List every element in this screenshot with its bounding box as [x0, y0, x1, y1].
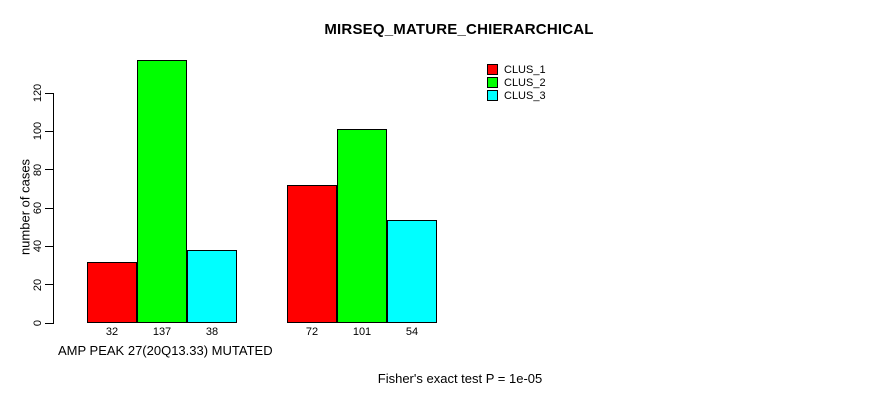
y-tick-mark: [45, 207, 53, 209]
y-tick-mark: [45, 130, 53, 132]
bar-value-label: 38: [205, 326, 219, 338]
bar-clus_3-group-1: [187, 250, 237, 323]
legend-swatch-clus_3: [487, 90, 498, 101]
y-tick-label: 100: [32, 122, 44, 141]
chart-title: MIRSEQ_MATURE_CHIERARCHICAL: [324, 21, 594, 38]
y-tick-label: 80: [32, 163, 44, 176]
bar-value-label: 32: [105, 326, 119, 338]
bar-clus_3-group-2: [387, 219, 437, 323]
y-axis-line: [53, 93, 54, 324]
bar-value-label: 54: [405, 326, 419, 338]
x-axis-label: AMP PEAK 27(20Q13.33) MUTATED: [58, 343, 273, 358]
legend-label-clus_3: CLUS_3: [504, 90, 546, 102]
legend-swatch-clus_1: [487, 64, 498, 75]
y-tick-mark: [45, 92, 53, 94]
footnote-text: Fisher's exact test P = 1e-05: [377, 371, 543, 386]
bar-value-label: 137: [152, 326, 172, 338]
bar-clus_2-group-2: [337, 129, 387, 323]
bar-clus_2-group-1: [137, 60, 187, 323]
legend-label-clus_2: CLUS_2: [504, 77, 546, 89]
y-tick-label: 20: [32, 278, 44, 291]
y-axis-title: number of cases: [17, 158, 33, 256]
y-tick-label: 120: [32, 83, 44, 103]
y-tick-mark: [45, 322, 53, 324]
legend-swatch-clus_2: [487, 77, 498, 88]
y-tick-mark: [45, 284, 53, 286]
y-tick-label: 60: [32, 201, 44, 215]
legend-label-clus_1: CLUS_1: [504, 64, 546, 76]
bar-value-label: 72: [305, 326, 319, 338]
bar-value-label: 101: [352, 326, 372, 338]
bar-clus_1-group-2: [287, 185, 337, 323]
bar-clus_1-group-1: [87, 261, 137, 323]
y-tick-label: 0: [32, 319, 44, 327]
y-tick-mark: [45, 169, 53, 171]
y-tick-mark: [45, 245, 53, 247]
y-tick-label: 40: [32, 240, 44, 253]
